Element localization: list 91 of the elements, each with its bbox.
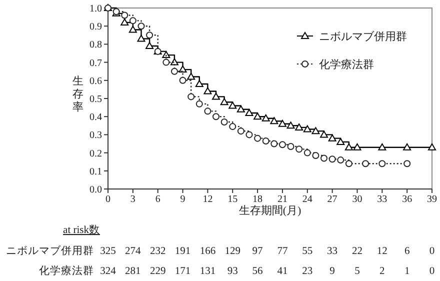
point [237, 128, 244, 135]
point [403, 143, 412, 150]
point [278, 141, 286, 148]
point [254, 134, 262, 142]
y-tick-label: 0.1 [90, 166, 102, 178]
point [320, 130, 328, 138]
x-tick-label: 12 [202, 194, 213, 205]
point [137, 34, 146, 42]
text: 化学療法群 324 281 229 171 131 93 56 41 23 9 5 2 1 0 [39, 266, 435, 277]
y-tick-label: 0.7 [90, 58, 102, 69]
point [212, 113, 220, 120]
point [404, 160, 411, 168]
point [246, 131, 253, 138]
point [312, 127, 320, 134]
point [121, 12, 128, 19]
point [236, 105, 245, 112]
point [162, 58, 170, 66]
point [295, 123, 304, 130]
point [328, 156, 336, 163]
y-tick-label: 0.3 [90, 130, 102, 142]
point [179, 76, 186, 84]
point [320, 154, 328, 162]
text: at risk数 [63, 224, 100, 236]
point [204, 87, 212, 94]
point [212, 92, 220, 100]
x-tick-label: 24 [302, 194, 312, 205]
point [245, 108, 254, 116]
x-tick-label: 3 [130, 194, 136, 205]
x-tick-label: 27 [327, 194, 338, 205]
point [254, 112, 262, 120]
point [229, 123, 236, 130]
point [362, 160, 370, 168]
point [378, 160, 386, 168]
x-tick-label: 18 [252, 194, 263, 205]
point [187, 72, 196, 80]
point [220, 98, 228, 106]
point [195, 80, 204, 88]
text: ニボルマブ併用群 325 274 232 191 166 129 97 77 55 33 22 12 6 0 [6, 246, 435, 257]
point [120, 18, 129, 26]
x-axis-title: 生存期間(月) [238, 204, 302, 217]
point [178, 66, 187, 73]
y-tick-label: 0.8 [90, 40, 102, 51]
point [129, 17, 136, 24]
y-tick-label: 0.6 [90, 76, 102, 87]
point [353, 143, 362, 150]
point [286, 122, 295, 129]
point [337, 156, 344, 164]
point [128, 26, 137, 33]
x-tick-label: 6 [155, 194, 160, 205]
point [146, 32, 154, 39]
y-axis-title: 生存率 [72, 74, 84, 114]
point [328, 134, 336, 142]
point [344, 143, 353, 150]
x-tick-label: 15 [228, 194, 238, 205]
x-tick-label: 21 [277, 194, 288, 205]
x-tick-label: 0 [106, 194, 110, 205]
point [287, 142, 294, 150]
x-tick-label: 36 [402, 194, 412, 205]
point [146, 42, 154, 50]
point [270, 140, 278, 148]
point [278, 120, 286, 127]
point [228, 102, 237, 109]
legend-label: ニボルマブ併用群 [319, 30, 407, 43]
point [428, 143, 436, 150]
point [262, 138, 270, 145]
point [188, 93, 195, 100]
point [220, 118, 228, 126]
y-tick-label: 0.4 [90, 112, 102, 124]
y-tick-label: 0.5 [90, 94, 102, 105]
point [312, 152, 320, 160]
point [378, 143, 386, 150]
point [170, 68, 178, 75]
point [270, 117, 278, 124]
x-tick-label: 30 [352, 194, 362, 205]
point [336, 138, 345, 145]
point [345, 160, 352, 168]
x-tick-label: 9 [180, 194, 186, 205]
y-tick-label: 0.0 [90, 184, 102, 196]
point [303, 125, 312, 132]
y-tick-label: 1.0 [90, 4, 102, 14]
point [196, 100, 203, 108]
x-tick-label: 33 [377, 194, 388, 205]
point [296, 146, 303, 153]
x-tick-label: 39 [427, 194, 437, 205]
point [304, 149, 311, 156]
point [262, 114, 270, 122]
point [138, 22, 145, 30]
legend-label: 化学療法群 [319, 58, 374, 71]
y-tick-label: 0.9 [90, 22, 102, 33]
y-tick-label: 0.2 [90, 148, 102, 160]
point [204, 108, 212, 115]
